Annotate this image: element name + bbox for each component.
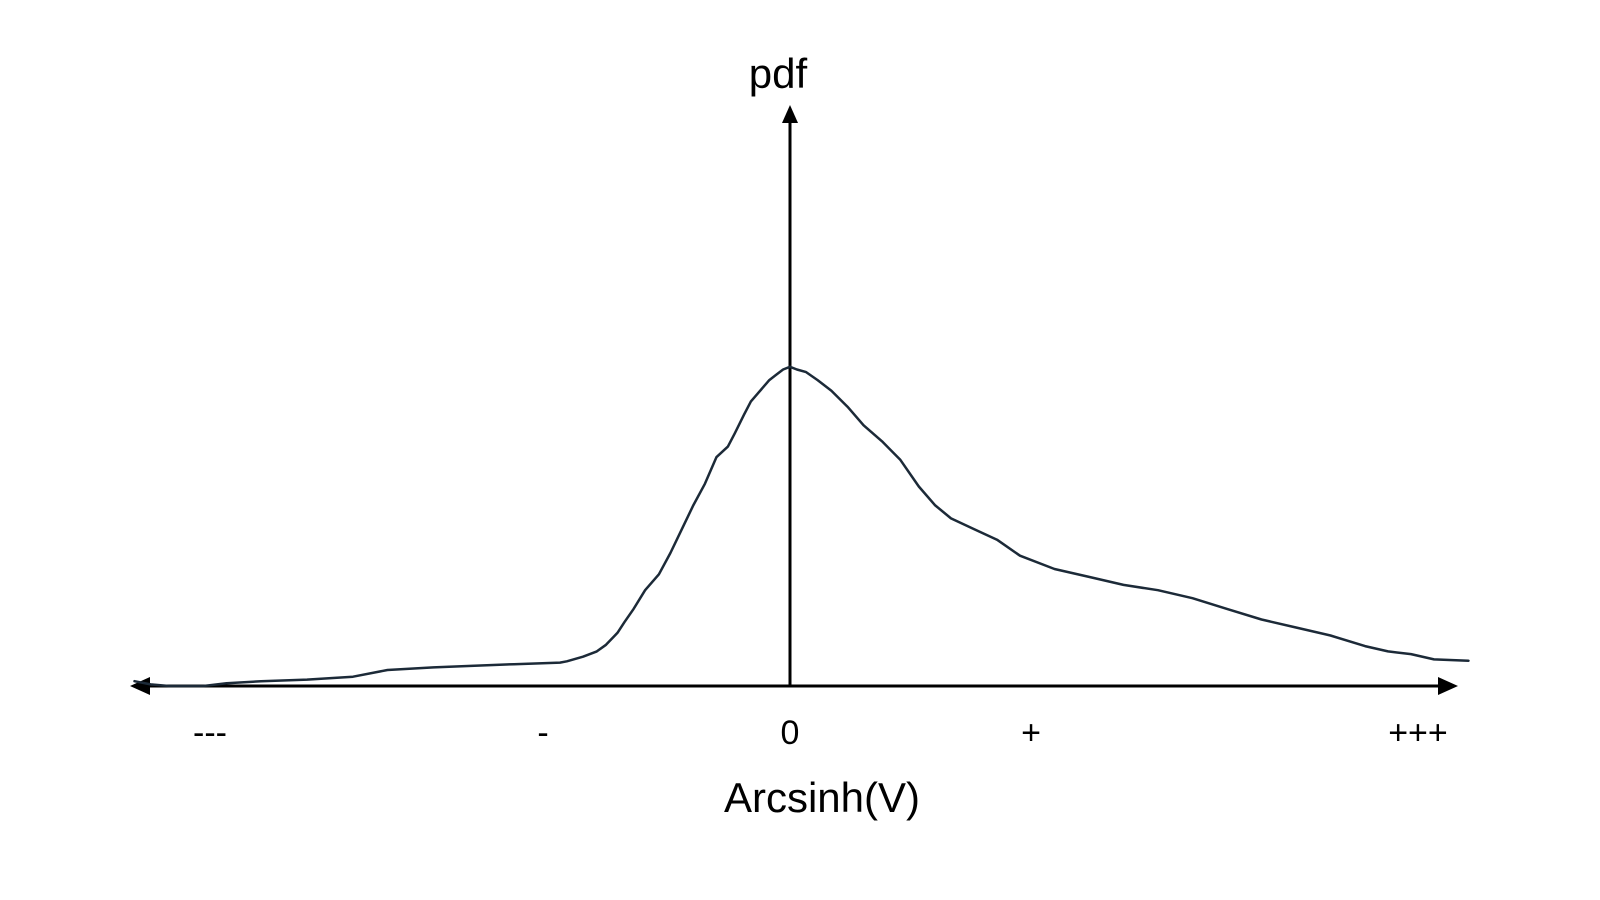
x-axis-arrow-right [1438, 677, 1458, 695]
y-axis-title: pdf [749, 50, 808, 97]
axes [130, 105, 1458, 695]
x-tick-label: 0 [781, 714, 800, 752]
x-axis-arrow-left [130, 677, 150, 695]
y-axis-arrow [782, 105, 798, 123]
x-tick-label: --- [193, 714, 227, 752]
x-tick-label: - [537, 714, 548, 752]
x-axis-title: Arcsinh(V) [724, 774, 920, 821]
x-tick-labels: --- -0 + +++ [193, 714, 1448, 752]
x-tick-label: +++ [1388, 714, 1448, 752]
x-tick-label: + [1021, 714, 1041, 752]
pdf-curve [133, 365, 1470, 688]
